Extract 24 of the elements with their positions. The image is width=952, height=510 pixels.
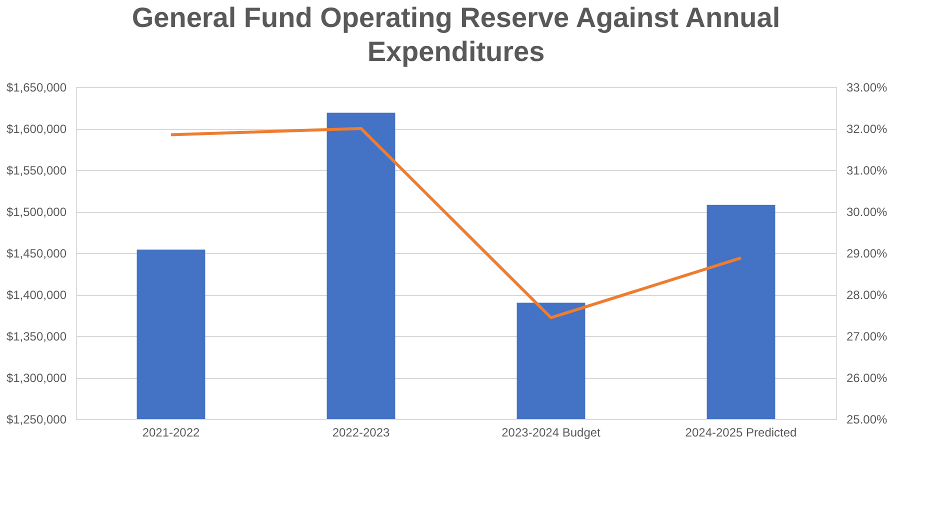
x-tick-label: 2023-2024 Budget: [502, 426, 602, 440]
y2-tick-label: 28.00%: [846, 288, 888, 302]
y2-tick-label: 32.00%: [846, 122, 888, 136]
y2-tick-label: 33.00%: [846, 80, 888, 94]
y2-tick-label: 25.00%: [846, 412, 888, 426]
y-tick-label: $1,400,000: [6, 288, 67, 302]
y2-tick-label: 30.00%: [846, 205, 888, 219]
y-tick-label: $1,250,000: [6, 412, 67, 426]
y-tick-label: $1,350,000: [6, 330, 67, 344]
y-tick-label: $1,600,000: [6, 122, 67, 136]
y2-tick-label: 26.00%: [846, 371, 888, 385]
chart-title: General Fund Operating Reserve Against Annual Expenditures: [132, 2, 780, 67]
y2-tick-label: 29.00%: [846, 246, 888, 260]
x-tick-label: 2021-2022: [142, 426, 200, 440]
y2-tick-label: 31.00%: [846, 164, 888, 178]
y-tick-label: $1,550,000: [6, 164, 67, 178]
y2-tick-label: 27.00%: [846, 330, 888, 344]
y-tick-label: $1,450,000: [6, 246, 67, 260]
x-tick-label: 2022-2023: [332, 426, 390, 440]
y-tick-label: $1,650,000: [6, 80, 67, 94]
y-tick-label: $1,300,000: [6, 371, 67, 385]
y-tick-label: $1,500,000: [6, 205, 67, 219]
x-tick-label: 2024-2025 Predicted: [685, 426, 797, 440]
line-series: [170, 127, 742, 320]
